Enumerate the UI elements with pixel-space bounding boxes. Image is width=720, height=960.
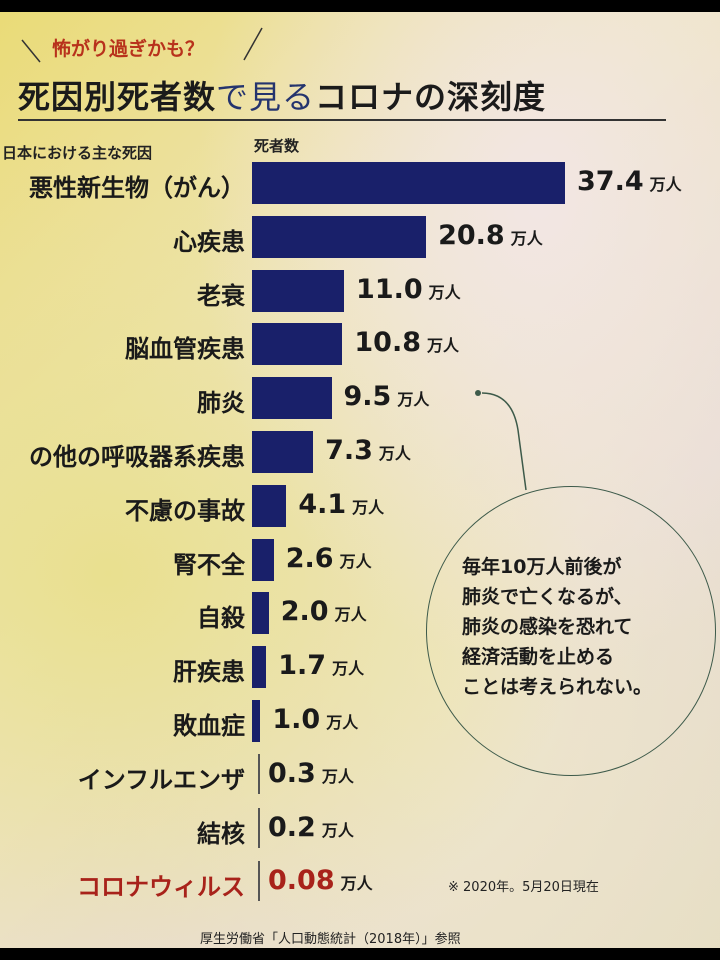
bar [252,162,565,204]
value-unit: 万人 [326,713,359,732]
category-label: 腎不全 [173,550,245,579]
category-label: 自殺 [197,604,245,633]
value-number: 0.2 [268,811,316,843]
category-label: 肺炎 [197,389,245,418]
bar [252,431,314,473]
value-unit: 万人 [339,551,372,571]
bar [252,215,427,258]
value-label: 7.3 万人 [325,435,411,466]
value-number: 4.1 [298,488,347,520]
title-part3: コロナの深刻度 [315,78,547,116]
kicker: 怖がり過ぎかも？ [52,38,205,60]
callout-line: 肺炎の感染を恐れて [462,616,633,638]
value-unit: 万人 [510,228,543,248]
category-label: 肝疾患 [173,658,245,687]
category-label: 不慮の事故 [125,496,245,525]
value-number: 2.6 [285,542,334,574]
callout-connector [481,392,527,491]
value-header: 死者数 [254,137,300,155]
value-number: 10.8 [354,327,421,359]
bar [252,484,287,527]
value-label: 2.6 万人 [286,543,372,574]
as-of-note: ※ 2020年。5月20日現在 [448,880,599,895]
value-label: 11.0 万人 [356,274,461,305]
value-number: 2.0 [280,596,329,628]
value-label: 9.5 万人 [344,381,430,412]
page-title: 死因別死者数で見るコロナの深刻度 [18,72,546,118]
bar [252,646,267,689]
value-label: 1.0 万人 [272,704,358,735]
value-label: 0.3 万人 [268,758,354,789]
value-number: 1.0 [272,704,321,735]
value-label: 37.4 万人 [577,166,682,197]
bar [252,700,261,742]
value-number: 20.8 [438,219,505,251]
value-label: 2.0 万人 [281,596,367,627]
category-label: 結核 [197,819,245,848]
value-unit: 万人 [649,175,682,194]
value-unit: 万人 [334,605,367,625]
source-note: 厚生労働省「人口動態統計（2018年）」参照 [200,932,461,947]
title-part1: 死因別死者数 [18,78,217,116]
value-label: 0.2 万人 [268,812,354,843]
value-number: 37.4 [577,166,644,197]
category-label: 心疾患 [173,227,245,256]
value-unit: 万人 [427,336,460,356]
category-label: 悪性新生物（がん） [29,174,245,202]
value-unit: 万人 [321,766,354,786]
value-label: 10.8 万人 [354,327,459,358]
category-label: コロナウィルス [77,873,245,902]
value-label: 0.08 万人 [268,865,373,896]
value-number: 0.08 [268,865,335,897]
callout-line: ことは考えられない。 [462,676,653,698]
bar [252,538,274,581]
value-unit: 万人 [352,497,385,517]
value-number: 1.7 [278,650,327,682]
value-number: 9.5 [343,381,392,413]
callout-line: 肺炎で亡くなるが、 [462,586,633,608]
value-unit: 万人 [340,874,373,894]
category-label: の他の呼吸器系疾患 [29,443,245,471]
kicker-slash-left [21,39,41,63]
value-unit: 万人 [378,444,411,463]
value-unit: 万人 [321,820,354,840]
bar [252,323,343,366]
bar [258,753,260,794]
category-label: 敗血症 [173,712,245,740]
callout-line: 毎年10万人前後が [462,556,622,578]
value-number: 0.3 [268,757,316,789]
value-label: 1.7 万人 [278,650,364,681]
kicker-slash-right [243,27,263,61]
callout-dot [475,390,481,396]
bar [252,269,345,312]
callout-circle [426,486,716,776]
value-number: 7.3 [325,435,373,466]
value-number: 11.0 [356,273,423,305]
bar [258,861,260,902]
category-header: 日本における主な死因 [2,144,153,162]
category-label: 老衰 [197,281,245,310]
value-unit: 万人 [332,659,365,679]
bar [252,592,269,635]
title-underline [18,119,666,121]
category-label: インフルエンザ [77,765,245,794]
bar [252,377,332,420]
value-unit: 万人 [397,390,430,410]
category-label: 脳血管疾患 [125,335,245,364]
value-label: 20.8 万人 [438,220,543,251]
callout-text: 毎年10万人前後が 肺炎で亡くなるが、 肺炎の感染を恐れて 経済活動を止める こ… [462,552,652,702]
callout-line: 経済活動を止める [462,646,615,668]
value-label: 4.1 万人 [298,489,384,520]
bar [258,807,260,848]
title-part2: で見る [216,78,316,116]
value-unit: 万人 [428,282,461,302]
